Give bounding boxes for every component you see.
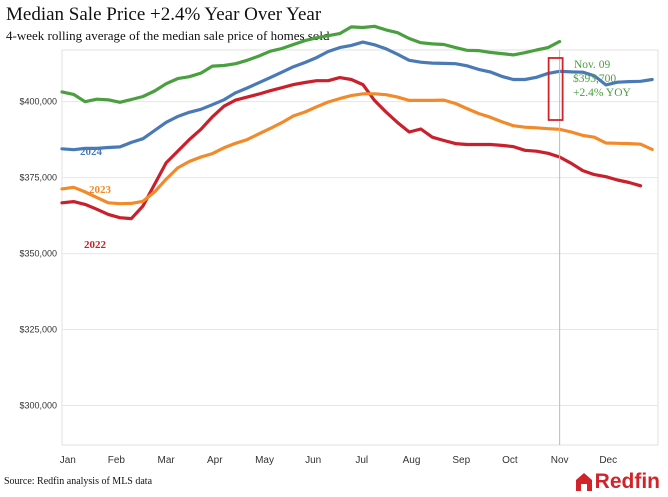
brand-name: Redfin	[594, 470, 660, 493]
annotation-highlight-box	[547, 57, 564, 121]
series-lines	[60, 24, 654, 221]
y-tick-label: $350,000	[19, 249, 57, 259]
series-line-2025	[60, 24, 562, 104]
x-axis-ticks: Jan Feb Mar Apr May Jun Jul Aug Sep Oct Nov Dec	[60, 455, 617, 466]
line-chart: $300,000 $325,000 $350,000 $375,000 $400,000…	[19, 24, 659, 466]
series-line-2023	[60, 92, 654, 206]
x-tick-label: Jan	[60, 455, 76, 466]
y-tick-label: $400,000	[19, 97, 57, 107]
chart-title: Median Sale Price +2.4% Year Over Year	[6, 4, 322, 25]
y-tick-label: $325,000	[19, 325, 57, 335]
x-tick-label: Aug	[403, 455, 421, 466]
x-tick-label: Oct	[502, 455, 518, 466]
x-tick-label: Jul	[355, 455, 368, 466]
y-tick-label: $375,000	[19, 173, 57, 183]
x-tick-label: May	[255, 455, 274, 466]
gridlines	[61, 49, 659, 446]
y-tick-label: $300,000	[19, 401, 57, 411]
annotation-yoy: +2.4% YOY	[573, 87, 631, 99]
source-note: Source: Redfin analysis of MLS data	[4, 476, 153, 487]
x-tick-label: Dec	[599, 455, 617, 466]
series-labels: 2024 2023 2022	[80, 146, 112, 251]
annotation-date: Nov. 09	[574, 59, 611, 71]
series-label-2022: 2022	[84, 239, 107, 251]
y-axis-ticks: $300,000 $325,000 $350,000 $375,000 $400,000	[19, 97, 57, 411]
series-label-2023: 2023	[89, 184, 112, 196]
x-tick-label: Feb	[108, 455, 126, 466]
chart-subtitle: 4-week rolling average of the median sal…	[6, 28, 330, 43]
x-tick-label: Apr	[207, 455, 223, 466]
plot-area-border	[61, 49, 659, 446]
annotation: Nov. 09 $393,700 +2.4% YOY	[547, 50, 631, 445]
x-tick-label: Sep	[452, 455, 470, 466]
x-tick-label: Nov	[551, 455, 569, 466]
series-line-2022	[60, 76, 643, 221]
redfin-house-icon	[575, 473, 592, 491]
brand-logo: Redfin	[575, 470, 660, 494]
series-label-2024: 2024	[80, 146, 103, 158]
x-tick-label: Mar	[158, 455, 176, 466]
x-tick-label: Jun	[305, 455, 321, 466]
series-line-2024	[60, 40, 654, 152]
annotation-value: $393,700	[573, 72, 616, 85]
